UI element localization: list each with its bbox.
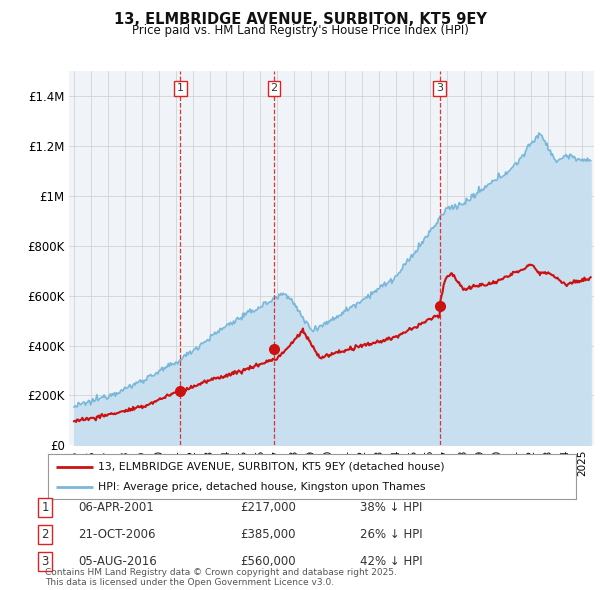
Text: 21-OCT-2006: 21-OCT-2006 <box>78 528 155 541</box>
Text: 38% ↓ HPI: 38% ↓ HPI <box>360 501 422 514</box>
Text: 3: 3 <box>436 83 443 93</box>
Text: 1: 1 <box>41 501 49 514</box>
Text: 26% ↓ HPI: 26% ↓ HPI <box>360 528 422 541</box>
Text: 2: 2 <box>41 528 49 541</box>
Text: 06-APR-2001: 06-APR-2001 <box>78 501 154 514</box>
Text: Price paid vs. HM Land Registry's House Price Index (HPI): Price paid vs. HM Land Registry's House … <box>131 24 469 37</box>
Text: 1: 1 <box>177 83 184 93</box>
Text: £217,000: £217,000 <box>240 501 296 514</box>
Text: 2: 2 <box>271 83 278 93</box>
Text: £560,000: £560,000 <box>240 555 296 568</box>
Text: 13, ELMBRIDGE AVENUE, SURBITON, KT5 9EY: 13, ELMBRIDGE AVENUE, SURBITON, KT5 9EY <box>113 12 487 27</box>
Text: 3: 3 <box>41 555 49 568</box>
Text: 13, ELMBRIDGE AVENUE, SURBITON, KT5 9EY (detached house): 13, ELMBRIDGE AVENUE, SURBITON, KT5 9EY … <box>98 462 445 471</box>
Text: Contains HM Land Registry data © Crown copyright and database right 2025.
This d: Contains HM Land Registry data © Crown c… <box>45 568 397 587</box>
Text: HPI: Average price, detached house, Kingston upon Thames: HPI: Average price, detached house, King… <box>98 483 425 493</box>
Text: 42% ↓ HPI: 42% ↓ HPI <box>360 555 422 568</box>
Text: 05-AUG-2016: 05-AUG-2016 <box>78 555 157 568</box>
Text: £385,000: £385,000 <box>240 528 296 541</box>
